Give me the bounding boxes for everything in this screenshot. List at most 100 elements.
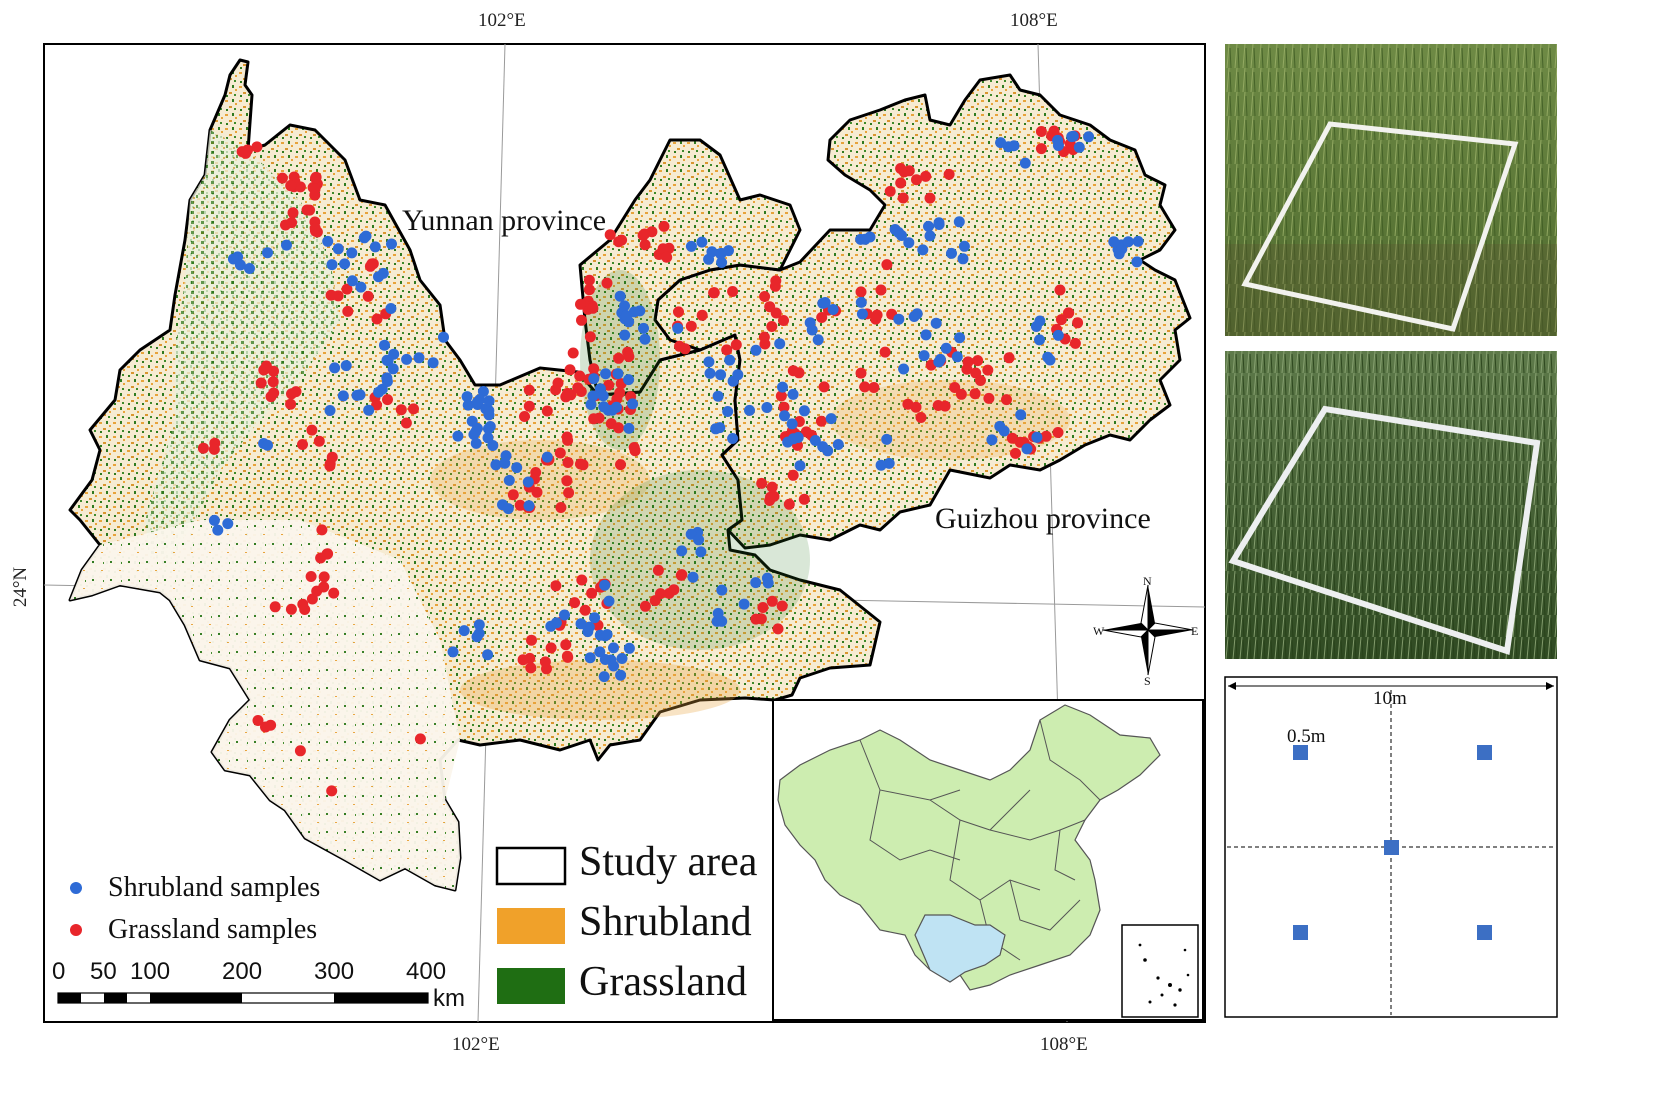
shrubland-sample-point — [761, 402, 773, 413]
grassland-sample-point — [755, 613, 767, 625]
field-photo-quadrat-2 — [1225, 351, 1557, 659]
shrubland-sample-point — [703, 356, 715, 368]
middle-region — [578, 138, 802, 397]
grassland-sample-point — [982, 364, 994, 376]
shrubland-sample-point — [559, 609, 570, 621]
grassland-sample-point — [587, 302, 599, 314]
shrubland-sample-point — [1131, 256, 1143, 268]
grassland-sample-point — [776, 600, 788, 612]
shrubland-sample-point — [503, 474, 515, 486]
grassland-sample-point — [236, 146, 248, 158]
grassland-sample-point — [815, 415, 827, 427]
shrubland-sample-point — [585, 399, 597, 410]
shrubland-sample-point — [695, 546, 707, 558]
grassland-sample-point — [603, 379, 615, 391]
grassland-sample-point — [787, 469, 799, 481]
grassland-sample-point — [545, 642, 557, 654]
grassland-sample-point — [727, 286, 739, 297]
shrubland-sample-point — [798, 405, 810, 417]
scale-tick-0: 0 — [52, 958, 66, 985]
grassland-sample-point — [530, 467, 542, 478]
scale-tick-100: 100 — [130, 958, 171, 985]
grassland-sample-point — [685, 320, 697, 332]
grassland-sample-point — [287, 207, 299, 219]
grassland-sample-point — [297, 439, 308, 450]
grassland-sample-point — [668, 584, 680, 596]
grassland-sample-point — [657, 243, 669, 255]
shrubland-sample-point — [986, 434, 998, 446]
grassland-sample-point — [306, 424, 318, 436]
legend-shrubland-swatch — [497, 908, 565, 944]
grassland-sample-point — [301, 204, 313, 216]
grassland-sample-point — [1072, 317, 1084, 329]
grassland-sample-point — [920, 170, 932, 182]
grassland-sample-point — [955, 388, 967, 400]
grassland-sample-point — [197, 442, 209, 454]
grassland-sample-point — [911, 174, 922, 186]
shrubland-sample-point — [933, 219, 945, 230]
shrubland-sample-point — [584, 652, 596, 664]
grassland-sample-point — [611, 393, 623, 405]
shrubland-sample-point — [672, 322, 684, 334]
shrubland-sample-point — [1044, 354, 1056, 366]
grassland-sample-point — [679, 343, 691, 355]
grassland-sample-point — [555, 502, 567, 513]
grassland-sample-point — [721, 344, 733, 356]
grassland-sample-point — [766, 481, 778, 493]
shrubland-sample-point — [281, 239, 292, 251]
grassland-sample-point — [870, 313, 882, 325]
grassland-sample-point — [783, 498, 795, 510]
grassland-sample-point — [255, 377, 267, 389]
shrubland-sample-point — [1073, 141, 1085, 153]
grassland-sample-point — [313, 435, 325, 447]
south-china-sea-islands — [1138, 943, 1190, 1007]
grassland-sample-point — [574, 370, 586, 382]
shrubland-sample-point — [809, 435, 821, 446]
shrubland-sample-point — [511, 462, 523, 474]
shrubland-sample-point — [1116, 243, 1128, 255]
shrubland-sample-point — [712, 390, 724, 402]
shrubland-sample-point — [346, 275, 358, 287]
grassland-sample-point — [949, 382, 961, 393]
shrubland-sample-point — [461, 391, 473, 403]
grassland-sample-point — [326, 451, 338, 463]
grassland-sample-point — [305, 571, 317, 582]
scale-bar — [57, 992, 429, 1004]
shrubland-sample-point — [732, 369, 744, 381]
scale-tick-50: 50 — [90, 958, 117, 985]
shrubland-sample-point — [471, 631, 483, 643]
grassland-sample-point — [875, 284, 887, 296]
shrubland-sample-point — [587, 390, 599, 402]
grassland-sample-point — [793, 367, 805, 379]
grassland-sample-point — [1054, 284, 1066, 296]
shrubland-sample-point — [589, 612, 601, 624]
shrubland-sample-point — [995, 137, 1007, 149]
grassland-sample-point — [395, 404, 407, 416]
shrubland-sample-point — [779, 410, 790, 422]
shrubland-sample-point — [819, 297, 831, 308]
shrubland-sample-point — [386, 238, 397, 250]
shrubland-sample-point — [827, 304, 839, 315]
scale-tick-400: 400 — [406, 958, 447, 985]
grassland-sample-point — [924, 192, 936, 204]
yunnan-province-label: Yunnan province — [402, 204, 607, 237]
shrubland-sample-point — [550, 617, 562, 629]
shrubland-sample-point — [958, 240, 970, 252]
shrubland-sample-point — [706, 246, 718, 258]
grassland-sample-point — [800, 426, 812, 438]
grassland-sample-point — [526, 634, 537, 646]
grassland-sample-point — [613, 422, 625, 434]
shrubland-sample-point — [522, 476, 534, 488]
grassland-sample-point — [708, 287, 720, 299]
shrubland-sample-point — [452, 430, 464, 442]
shrubland-sample-point — [351, 389, 363, 401]
shrubland-sample-point — [363, 404, 375, 416]
quadrat-width-label: 10m — [1373, 688, 1407, 709]
grassland-sample-point — [1055, 314, 1067, 326]
shrubland-sample-point — [500, 450, 512, 462]
grassland-sample-point — [673, 306, 684, 318]
grassland-sample-point — [658, 220, 670, 232]
shrubland-sample-point — [738, 598, 750, 610]
grassland-sample-point — [798, 493, 810, 505]
